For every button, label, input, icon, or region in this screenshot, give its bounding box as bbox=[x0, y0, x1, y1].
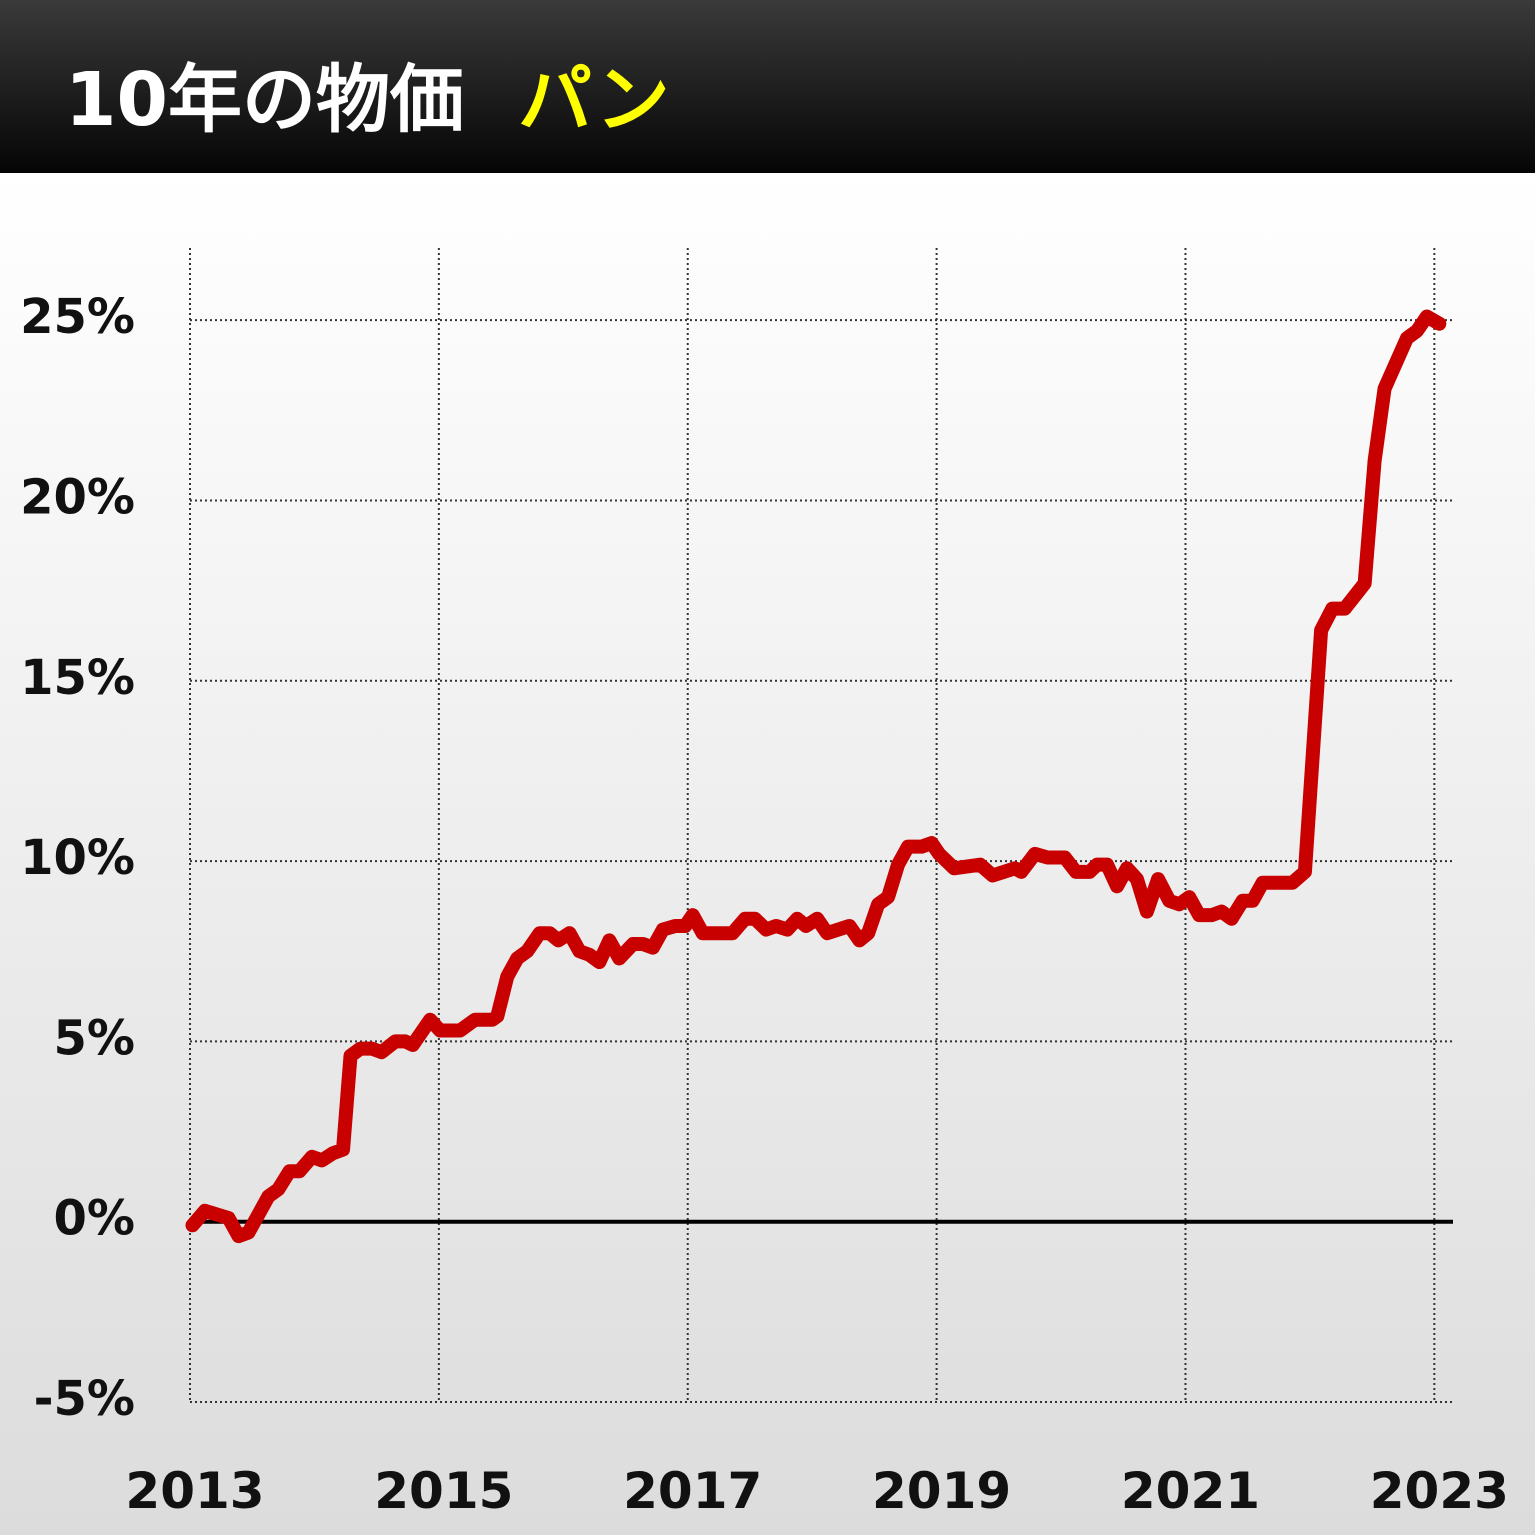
x-tick-label: 2019 bbox=[872, 1462, 1011, 1520]
chart-title: 10年の物価 bbox=[65, 57, 464, 143]
y-tick-label: 5% bbox=[54, 1010, 136, 1066]
y-tick-label: 20% bbox=[20, 469, 135, 525]
background bbox=[0, 173, 1535, 1535]
x-tick-label: 2015 bbox=[374, 1462, 513, 1520]
y-tick-label: 0% bbox=[54, 1191, 136, 1247]
y-tick-label: 15% bbox=[20, 650, 135, 706]
x-tick-label: 2021 bbox=[1121, 1462, 1260, 1520]
y-tick-label: 10% bbox=[20, 830, 135, 886]
x-tick-label: 2017 bbox=[623, 1462, 762, 1520]
header bbox=[0, 0, 1535, 173]
y-tick-label: -5% bbox=[34, 1371, 135, 1427]
x-tick-label: 2023 bbox=[1370, 1462, 1509, 1520]
y-tick-label: 25% bbox=[20, 289, 135, 345]
x-tick-label: 2013 bbox=[125, 1462, 264, 1520]
chart-subtitle: パン bbox=[518, 57, 670, 143]
data-line bbox=[185, 309, 1447, 1244]
